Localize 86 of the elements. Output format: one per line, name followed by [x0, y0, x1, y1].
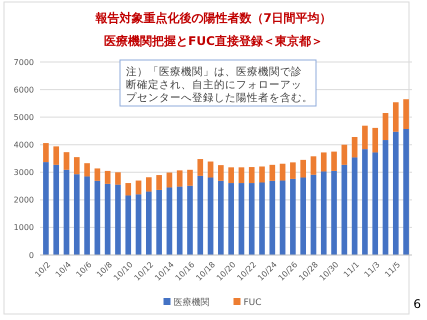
bar	[197, 159, 204, 176]
bar	[125, 183, 132, 196]
annotation: 注）「医療機関」は、医療機関で診断確定され、自主的にフォローアップセンターへ登録した陽性者を含む。	[126, 65, 313, 104]
legend-label: 医療機関	[174, 297, 210, 308]
chart-title: 報告対象重点化後の陽性者数（7日間平均）	[94, 11, 332, 25]
bar	[392, 102, 399, 132]
bar	[53, 164, 60, 255]
bar	[64, 170, 70, 255]
bar	[310, 174, 316, 255]
bar	[372, 152, 378, 255]
bar	[94, 180, 100, 255]
bar	[228, 183, 234, 255]
bar	[362, 149, 368, 255]
bar	[403, 99, 409, 129]
bar	[248, 183, 255, 255]
bar	[331, 152, 337, 171]
bar	[259, 182, 265, 255]
y-tick-label: 1000	[14, 223, 34, 232]
bar	[259, 166, 265, 182]
bar	[280, 164, 286, 181]
bar	[238, 167, 244, 184]
y-tick-label: 6000	[14, 85, 34, 94]
bar	[115, 184, 121, 255]
bar	[53, 146, 60, 165]
bar	[208, 162, 214, 178]
bar	[310, 156, 316, 175]
bar	[136, 180, 142, 194]
bar	[300, 160, 306, 178]
bar	[269, 164, 276, 181]
bar	[64, 152, 70, 170]
y-tick-label: 7000	[14, 58, 34, 67]
bar	[187, 186, 193, 255]
bar	[290, 178, 296, 255]
bar	[362, 126, 368, 150]
bar	[84, 163, 90, 176]
y-tick-label: 3000	[14, 168, 34, 178]
bar	[43, 143, 49, 162]
bar	[280, 180, 286, 255]
y-tick-label: 2000	[14, 196, 34, 205]
bar	[156, 175, 162, 190]
bar	[382, 140, 388, 255]
bar	[300, 178, 306, 255]
bar	[74, 174, 80, 255]
bar	[382, 113, 388, 140]
bar	[290, 162, 296, 179]
bar	[94, 168, 100, 181]
bar	[342, 144, 348, 165]
bar	[166, 172, 172, 188]
bar	[218, 180, 224, 255]
bar	[248, 167, 255, 184]
bar	[352, 136, 358, 158]
bar	[238, 183, 244, 255]
y-tick-label: 0	[28, 250, 34, 260]
bar	[166, 187, 172, 255]
bar	[228, 167, 234, 184]
bar	[84, 176, 90, 255]
bar	[115, 172, 121, 185]
chart-subtitle: 医療機関把握とFUC直接登録＜東京都＞	[104, 34, 323, 48]
bar	[208, 178, 214, 255]
bar	[187, 170, 193, 186]
bar	[146, 192, 152, 255]
bar	[331, 170, 337, 255]
bar	[352, 157, 358, 255]
bar	[218, 165, 224, 181]
bar	[136, 194, 142, 255]
bar	[392, 132, 399, 255]
bar	[403, 129, 409, 255]
bar	[342, 164, 348, 255]
text: 6	[413, 297, 421, 311]
bar	[320, 152, 327, 172]
bar	[43, 162, 49, 255]
bar	[176, 170, 183, 187]
bar	[125, 195, 132, 255]
bar	[156, 190, 162, 255]
y-tick-label: 5000	[14, 112, 34, 122]
bar	[269, 180, 276, 255]
bar	[104, 170, 110, 184]
bar	[320, 171, 327, 255]
bar	[146, 177, 152, 192]
bar	[197, 176, 204, 255]
bar	[74, 157, 80, 174]
y-tick-label: 4000	[14, 140, 34, 150]
bar	[372, 128, 378, 152]
bar	[176, 186, 183, 255]
legend-label: FUC	[244, 298, 262, 308]
bar	[104, 184, 110, 255]
